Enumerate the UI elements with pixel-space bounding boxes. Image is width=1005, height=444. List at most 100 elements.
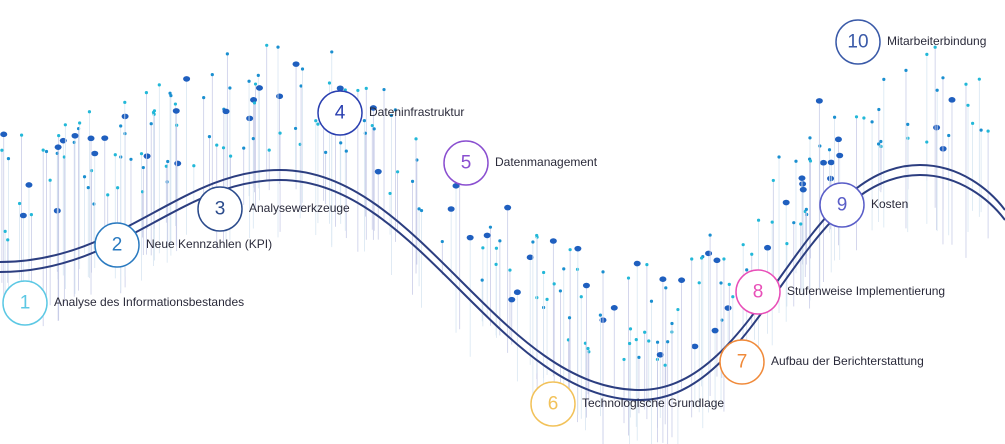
dot [89, 168, 94, 173]
dot [827, 148, 832, 152]
dot [941, 76, 945, 80]
dot [633, 260, 641, 267]
dot [666, 340, 670, 344]
node-number: 5 [461, 153, 472, 174]
dot [947, 133, 951, 138]
dot [267, 148, 271, 152]
node-circle [735, 269, 781, 315]
dot [777, 155, 781, 159]
dot [251, 137, 255, 141]
dot [481, 246, 485, 250]
dot [141, 165, 145, 170]
dot [255, 85, 263, 91]
dot [447, 206, 455, 212]
dot [480, 278, 484, 282]
dot [647, 339, 651, 343]
dot [925, 52, 929, 56]
dot [17, 201, 22, 206]
dot [324, 150, 328, 154]
dot [562, 267, 566, 271]
dot [250, 97, 258, 103]
node-label: Stufenweise Implementierung [787, 284, 945, 298]
dot [374, 168, 382, 175]
node-circle [443, 140, 489, 186]
dot [513, 289, 521, 296]
dot [656, 351, 664, 358]
dot [314, 119, 318, 123]
dot [215, 143, 219, 147]
dot [151, 110, 156, 115]
node-number: 9 [837, 195, 848, 216]
dot [466, 234, 474, 241]
dot [808, 159, 813, 163]
dot [610, 304, 618, 311]
node-label: Technologische Grundlage [582, 396, 724, 410]
dot [192, 164, 196, 168]
node-circle [197, 186, 243, 232]
dot [535, 233, 539, 238]
dot [0, 131, 8, 138]
dot [819, 159, 827, 166]
dot [278, 131, 282, 135]
dot [116, 186, 120, 190]
dot [586, 346, 590, 351]
dot [713, 257, 721, 264]
dot [741, 243, 745, 247]
dot [417, 207, 421, 211]
dot [389, 113, 394, 118]
dot [964, 82, 968, 86]
dot [649, 299, 654, 303]
dot [756, 218, 761, 222]
node-number: 2 [112, 235, 123, 256]
node-label: Kosten [871, 197, 908, 211]
dot [622, 357, 626, 362]
dot [542, 270, 546, 275]
dot [395, 170, 400, 174]
dot [356, 88, 360, 93]
dot [771, 178, 775, 183]
dot [339, 141, 343, 145]
dot [567, 316, 572, 320]
dot [369, 105, 377, 111]
dot [663, 363, 667, 367]
dot [29, 213, 33, 217]
dot [364, 86, 368, 91]
dot [877, 142, 881, 146]
node-circle [530, 381, 576, 427]
node-number: 8 [753, 282, 764, 303]
dot [724, 305, 732, 311]
dot [222, 108, 230, 115]
dot [986, 129, 990, 133]
dot [119, 124, 123, 128]
dot [634, 338, 638, 342]
dot [452, 183, 460, 189]
dot [129, 157, 133, 161]
node-number: 4 [335, 103, 346, 124]
dot [144, 91, 149, 95]
dot [727, 282, 731, 286]
dot [699, 256, 704, 260]
dot [78, 121, 82, 125]
wave-line [0, 163, 1005, 392]
dot [440, 239, 444, 244]
dot [221, 146, 226, 150]
dot [483, 232, 491, 239]
dot [549, 238, 557, 244]
dot [925, 140, 929, 144]
dot [210, 73, 214, 77]
node-label: Datenmanagement [495, 155, 598, 169]
dot [82, 175, 87, 179]
dot [948, 97, 956, 103]
dot [87, 110, 92, 114]
dot [659, 276, 667, 282]
dot [71, 132, 79, 139]
dot [344, 149, 348, 153]
node-label: Neue Kennzahlen (KPI) [146, 237, 272, 251]
dot [731, 295, 735, 299]
dot [106, 193, 110, 197]
dot [601, 270, 605, 274]
dot [508, 268, 512, 272]
dot [670, 321, 674, 326]
dot [63, 123, 67, 127]
